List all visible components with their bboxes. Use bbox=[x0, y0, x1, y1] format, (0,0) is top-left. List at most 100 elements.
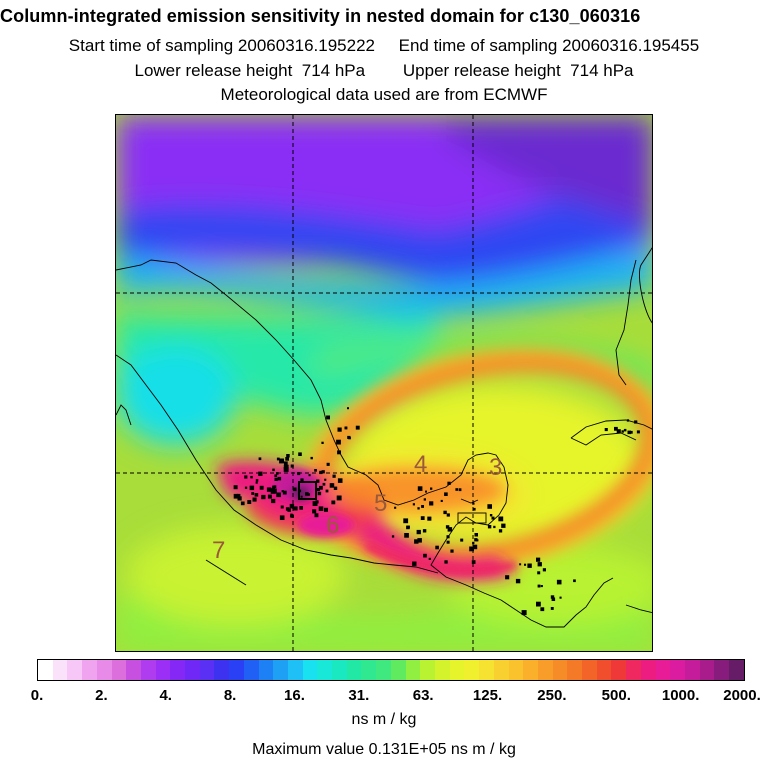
location-marker bbox=[447, 481, 451, 485]
location-marker bbox=[258, 471, 263, 476]
day-label: 5 bbox=[374, 490, 387, 517]
location-marker bbox=[446, 535, 450, 539]
location-marker bbox=[472, 544, 478, 550]
location-marker bbox=[332, 474, 336, 478]
location-marker bbox=[281, 490, 284, 493]
location-marker bbox=[324, 478, 327, 481]
location-marker bbox=[285, 457, 289, 461]
colorbar-tick-label: 4. bbox=[159, 687, 172, 704]
location-marker bbox=[308, 474, 311, 477]
location-marker bbox=[233, 485, 238, 490]
location-marker bbox=[285, 507, 290, 511]
location-marker bbox=[282, 490, 287, 495]
location-marker bbox=[425, 490, 427, 493]
colorbar-segment bbox=[332, 660, 347, 680]
location-marker bbox=[348, 436, 351, 440]
location-marker bbox=[236, 493, 241, 498]
location-markers bbox=[233, 407, 640, 616]
colorbar-tick-label: 2000. bbox=[723, 687, 761, 704]
location-marker bbox=[258, 457, 262, 461]
location-marker bbox=[406, 525, 410, 530]
location-marker bbox=[458, 488, 462, 492]
location-marker bbox=[444, 560, 448, 564]
colorbar-segment bbox=[67, 660, 83, 680]
colorbar-segment bbox=[229, 660, 244, 680]
location-marker bbox=[412, 561, 417, 566]
location-marker bbox=[254, 493, 259, 497]
colorbar-tick-label: 8. bbox=[223, 687, 237, 704]
max-value-text: Maximum value 0.131E+05 ns m / kg bbox=[252, 741, 516, 758]
location-marker bbox=[279, 458, 284, 464]
location-marker bbox=[271, 488, 277, 494]
location-marker bbox=[417, 486, 423, 491]
location-marker bbox=[471, 560, 476, 564]
location-marker bbox=[252, 497, 257, 502]
location-marker bbox=[276, 492, 281, 498]
colorbar-segment bbox=[38, 660, 53, 680]
location-marker bbox=[537, 584, 541, 588]
location-marker bbox=[307, 493, 310, 496]
location-marker bbox=[524, 563, 527, 566]
location-marker bbox=[283, 464, 289, 470]
colorbar-segment bbox=[405, 660, 421, 680]
location-marker bbox=[277, 476, 282, 481]
location-marker bbox=[261, 494, 266, 500]
colorbar-segment bbox=[170, 660, 186, 680]
location-marker bbox=[336, 495, 342, 501]
coastlines bbox=[116, 247, 652, 628]
location-marker bbox=[634, 420, 638, 424]
location-marker bbox=[255, 481, 258, 484]
location-marker bbox=[515, 578, 521, 584]
location-marker bbox=[623, 428, 627, 432]
colorbar-segment bbox=[640, 660, 656, 680]
location-marker bbox=[316, 479, 320, 483]
day-labels: 7 6 5 4 3 bbox=[212, 451, 502, 564]
location-marker bbox=[286, 454, 290, 458]
location-marker bbox=[271, 498, 276, 504]
location-marker bbox=[336, 439, 341, 445]
location-marker bbox=[474, 533, 478, 537]
location-marker bbox=[318, 506, 324, 511]
location-marker bbox=[266, 487, 272, 492]
location-marker bbox=[559, 596, 562, 599]
colorbar-tick-label: 63. bbox=[412, 687, 434, 704]
location-marker bbox=[324, 507, 328, 512]
location-marker bbox=[476, 539, 479, 542]
colorbar-tick-label: 2. bbox=[95, 687, 108, 704]
location-marker bbox=[312, 509, 317, 514]
location-marker bbox=[276, 472, 279, 475]
colorbar-segment bbox=[346, 660, 362, 680]
colorbar-tick-label: 16. bbox=[284, 687, 305, 704]
colorbar-segment bbox=[214, 660, 230, 680]
day-label: 7 bbox=[212, 537, 225, 564]
location-marker bbox=[521, 610, 527, 616]
location-marker bbox=[550, 595, 555, 599]
location-marker bbox=[326, 462, 330, 466]
day-label: 6 bbox=[326, 512, 339, 539]
location-marker bbox=[403, 518, 409, 524]
colorbar-segment bbox=[626, 660, 641, 680]
location-marker bbox=[636, 430, 640, 434]
location-marker bbox=[527, 563, 532, 568]
location-marker bbox=[537, 571, 541, 575]
day-label: 4 bbox=[414, 451, 427, 478]
location-marker bbox=[556, 579, 562, 585]
location-marker bbox=[551, 597, 556, 601]
location-marker bbox=[251, 492, 255, 495]
location-marker bbox=[536, 601, 541, 607]
colorbar-segment bbox=[655, 660, 671, 680]
colorbar-segment bbox=[582, 660, 597, 680]
location-marker bbox=[614, 426, 618, 431]
location-marker bbox=[498, 516, 504, 522]
colorbar-segment bbox=[243, 660, 259, 680]
location-marker bbox=[233, 493, 239, 499]
colorbar-segment bbox=[96, 660, 112, 680]
colorbar-segment bbox=[317, 660, 333, 680]
location-marker bbox=[537, 562, 542, 567]
location-marker bbox=[472, 541, 475, 545]
colorbar-tick-label: 500. bbox=[601, 687, 631, 704]
colorbar-segment bbox=[537, 660, 553, 680]
day-label: 3 bbox=[489, 454, 502, 481]
location-marker bbox=[250, 475, 253, 479]
location-marker bbox=[440, 499, 443, 502]
